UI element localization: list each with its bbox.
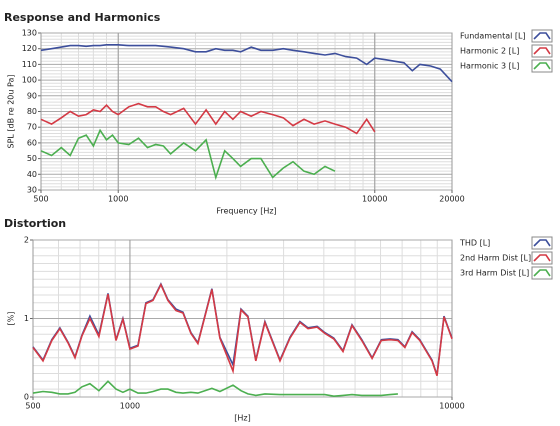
legend-label: 2nd Harm Dist [L]: [460, 254, 531, 263]
y-tick-label: 110: [22, 60, 37, 69]
legend-swatch: [533, 239, 551, 247]
x-axis-label: [Hz]: [234, 414, 250, 423]
y-tick-label: 80: [27, 107, 37, 116]
y-axis-label: SPL [dB re 20u Pa]: [7, 75, 16, 149]
y-tick-label: 60: [27, 138, 37, 147]
series-line: [32, 380, 398, 398]
legend-label: 3rd Harm Dist [L]: [460, 269, 529, 278]
legend-swatch: [533, 269, 551, 277]
x-tick-label: 500: [33, 195, 48, 204]
legend-swatch: [533, 47, 551, 55]
legend-label: Harmonic 2 [L]: [460, 47, 519, 56]
x-tick-label: 1000: [120, 402, 140, 411]
y-tick-label: 90: [27, 91, 37, 100]
series-line: [40, 102, 376, 135]
y-tick-label: 120: [22, 44, 37, 53]
y-tick-label: 0: [24, 393, 29, 402]
x-tick-label: 500: [25, 402, 40, 411]
chart-title: Response and Harmonics: [4, 11, 161, 24]
y-tick-label: 2: [24, 236, 29, 245]
x-tick-label: 1000: [108, 195, 128, 204]
legend-swatch: [533, 62, 551, 70]
y-tick-label: 100: [22, 76, 37, 85]
y-tick-label: 40: [27, 170, 37, 179]
legend-swatch: [533, 254, 551, 262]
y-axis-label: [%]: [7, 312, 16, 326]
y-tick-label: 130: [22, 29, 37, 38]
legend-swatch-box: [531, 59, 553, 73]
legend-label: THD [L]: [459, 239, 490, 248]
y-tick-label: 30: [27, 186, 37, 195]
legend-swatch-box: [531, 251, 553, 265]
legend-swatch: [533, 32, 551, 40]
legend-swatch-box: [531, 266, 553, 280]
series-line: [40, 128, 336, 181]
x-tick-label: 20000: [439, 195, 464, 204]
y-tick-label: 70: [27, 123, 37, 132]
series-line: [32, 282, 453, 377]
legend-swatch-box: [531, 236, 553, 250]
x-tick-label: 10000: [439, 402, 464, 411]
series-line: [40, 44, 453, 83]
legend-label: Fundamental [L]: [460, 32, 526, 41]
y-tick-label: 50: [27, 154, 37, 163]
legend-swatch-box: [531, 44, 553, 58]
y-tick-label: 1: [24, 314, 29, 323]
legend-swatch-box: [531, 29, 553, 43]
chart-title: Distortion: [4, 217, 66, 230]
legend-label: Harmonic 3 [L]: [460, 62, 519, 71]
x-axis-label: Frequency [Hz]: [216, 207, 276, 216]
x-tick-label: 10000: [362, 195, 387, 204]
